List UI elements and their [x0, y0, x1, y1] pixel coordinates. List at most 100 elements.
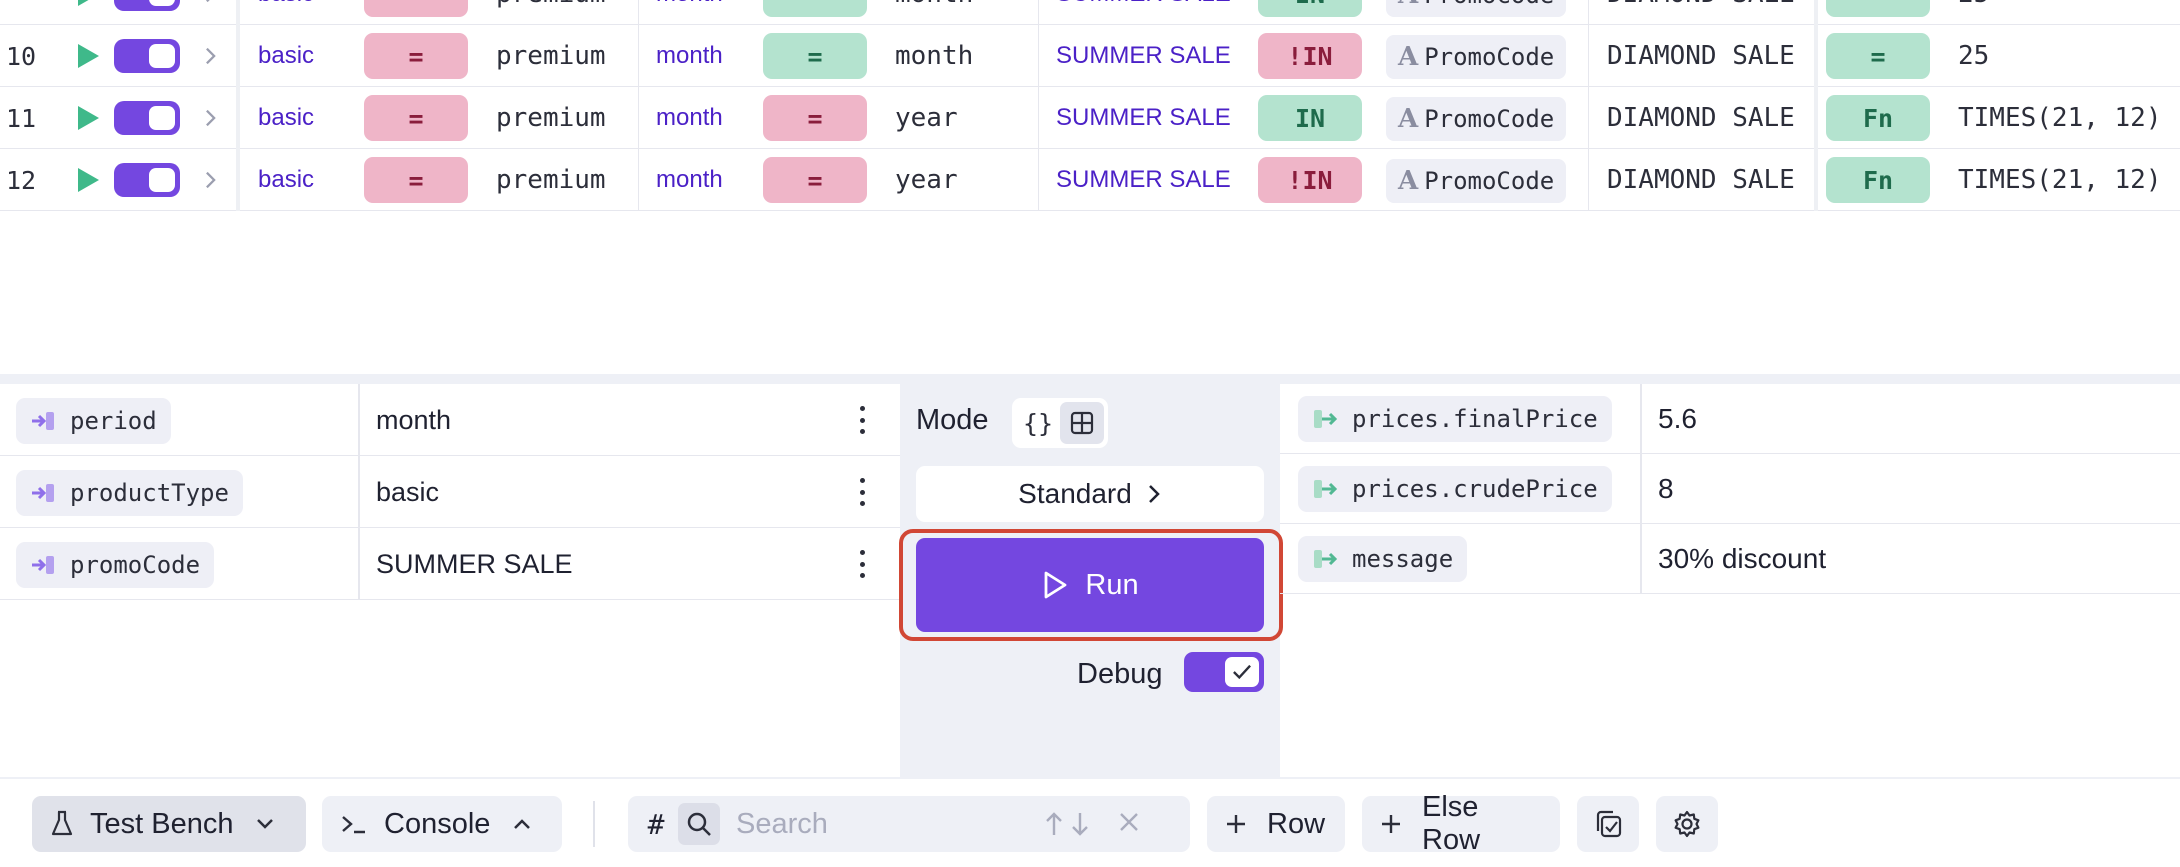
period-target-cell[interactable]: year — [895, 165, 958, 195]
operator-badge[interactable]: = — [364, 33, 468, 79]
search-icon[interactable] — [678, 803, 720, 845]
product-target-cell[interactable]: premium — [496, 41, 606, 71]
result-operator-badge[interactable]: Fn — [1826, 157, 1930, 203]
promo-cell[interactable]: SUMMER SALE — [1056, 42, 1231, 69]
input-value-field[interactable]: SUMMER SALE — [376, 548, 573, 579]
chevron-right-icon[interactable] — [200, 0, 220, 25]
clear-search-icon[interactable] — [1118, 808, 1140, 840]
input-value-field[interactable]: basic — [376, 476, 440, 507]
more-vertical-icon[interactable] — [850, 404, 874, 436]
add-else-row-button[interactable]: Else Row — [1362, 791, 1560, 856]
promo-cell[interactable]: SUMMER SALE — [1056, 104, 1231, 131]
promo-cell[interactable]: SUMMER SALE — [1056, 0, 1231, 25]
product-type-cell[interactable]: basic — [258, 166, 315, 193]
debug-toggle[interactable] — [1184, 652, 1264, 692]
result-cell[interactable]: 25 — [1958, 41, 1990, 71]
input-value-field[interactable]: month — [376, 404, 452, 435]
more-vertical-icon[interactable] — [850, 476, 874, 508]
copy-check-icon — [1596, 810, 1622, 838]
row-number: 10 — [6, 41, 37, 71]
product-type-cell[interactable]: basic — [258, 104, 315, 131]
period-cell[interactable]: month — [656, 0, 723, 25]
input-name-chip: productType — [16, 470, 243, 516]
run-controls: Mode {} Standard Run Debug — [899, 384, 1283, 777]
result-operator-badge[interactable]: = — [1826, 0, 1930, 17]
period-cell[interactable]: month — [656, 166, 723, 193]
operator-badge[interactable]: = — [763, 0, 867, 17]
table-row[interactable]: basic = premium month = month SUMMER SAL… — [0, 0, 2180, 25]
product-target-cell[interactable]: premium — [496, 103, 606, 133]
period-cell[interactable]: month — [656, 104, 723, 131]
table-row[interactable]: 11 basic = premium month = year SUMMER S… — [0, 87, 2180, 149]
settings-button[interactable] — [1656, 796, 1718, 852]
period-cell[interactable]: month — [656, 42, 723, 69]
input-arrow-icon — [32, 412, 54, 430]
output-name-chip: message — [1298, 536, 1468, 582]
chevron-right-icon — [1148, 485, 1160, 503]
add-row-button[interactable]: Row — [1207, 796, 1345, 852]
operator-badge[interactable]: !IN — [1258, 33, 1362, 79]
row-enabled-toggle[interactable] — [114, 0, 182, 25]
promo-value-cell[interactable]: DIAMOND SALE — [1607, 165, 1795, 195]
arrow-down-icon[interactable] — [1070, 811, 1090, 837]
product-type-cell[interactable]: basic — [258, 0, 314, 25]
chevron-right-icon[interactable] — [200, 149, 220, 211]
operator-badge[interactable]: !IN — [1258, 157, 1362, 203]
more-vertical-icon[interactable] — [850, 548, 874, 580]
search-input[interactable] — [736, 807, 1036, 841]
output-value: 8 — [1658, 473, 1674, 504]
operator-badge[interactable]: IN — [1258, 0, 1362, 17]
json-mode-button[interactable]: {} — [1022, 408, 1054, 438]
operator-badge[interactable]: = — [763, 157, 867, 203]
promo-value-cell[interactable]: DIAMOND SALE — [1607, 103, 1795, 133]
search-bar: # — [628, 796, 1190, 852]
promo-value-cell[interactable]: DIAMOND SALE — [1607, 0, 1795, 25]
chevron-right-icon[interactable] — [200, 87, 220, 149]
operator-badge[interactable]: = — [364, 0, 468, 17]
operator-badge[interactable]: IN — [1258, 95, 1362, 141]
period-target-cell[interactable]: month — [895, 41, 974, 71]
hash-icon[interactable]: # — [647, 807, 665, 841]
result-operator-badge[interactable]: Fn — [1826, 95, 1930, 141]
operator-badge[interactable]: = — [763, 33, 867, 79]
product-type-cell[interactable]: basic — [258, 42, 315, 69]
terminal-icon — [342, 816, 365, 834]
result-operator-badge[interactable]: = — [1826, 33, 1930, 79]
play-icon[interactable] — [74, 87, 102, 149]
product-target-cell[interactable]: premium — [496, 0, 606, 25]
operator-badge[interactable]: = — [763, 95, 867, 141]
period-target-cell[interactable]: year — [895, 103, 958, 133]
table-row[interactable]: 12 basic = premium month = year SUMMER S… — [0, 149, 2180, 211]
promo-cell[interactable]: SUMMER SALE — [1056, 166, 1231, 193]
play-icon[interactable] — [74, 25, 102, 87]
arrow-up-icon[interactable] — [1044, 811, 1064, 837]
product-target-cell[interactable]: premium — [496, 165, 606, 195]
play-icon[interactable] — [74, 0, 102, 25]
result-cell[interactable]: 25 — [1958, 0, 1989, 25]
table-mode-button[interactable] — [1060, 402, 1104, 444]
play-icon[interactable] — [74, 149, 102, 211]
result-cell[interactable]: TIMES(21, 12) — [1958, 103, 2162, 133]
table-row[interactable]: 10 basic = premium month = month SUMMER … — [0, 25, 2180, 87]
operator-badge[interactable]: = — [364, 157, 468, 203]
console-tab[interactable]: Console — [322, 796, 562, 852]
row-enabled-toggle[interactable] — [114, 25, 182, 87]
result-cell[interactable]: TIMES(21, 12) — [1958, 165, 2162, 195]
strategy-select[interactable]: Standard — [916, 466, 1264, 522]
promo-value-cell[interactable]: DIAMOND SALE — [1607, 41, 1795, 71]
chevron-right-icon[interactable] — [200, 25, 220, 87]
flask-icon — [51, 810, 73, 836]
test-bench-tab[interactable]: Test Bench — [32, 796, 306, 852]
operator-badge[interactable]: = — [364, 95, 468, 141]
panel-divider[interactable] — [0, 374, 2180, 384]
row-enabled-toggle[interactable] — [114, 87, 182, 149]
row-enabled-toggle[interactable] — [114, 149, 182, 211]
copy-check-button[interactable] — [1577, 796, 1639, 852]
run-button[interactable]: Run — [916, 538, 1264, 632]
bottom-toolbar: Test Bench Console # Row Else Row — [0, 777, 2180, 867]
period-target-cell[interactable]: month — [895, 0, 973, 25]
